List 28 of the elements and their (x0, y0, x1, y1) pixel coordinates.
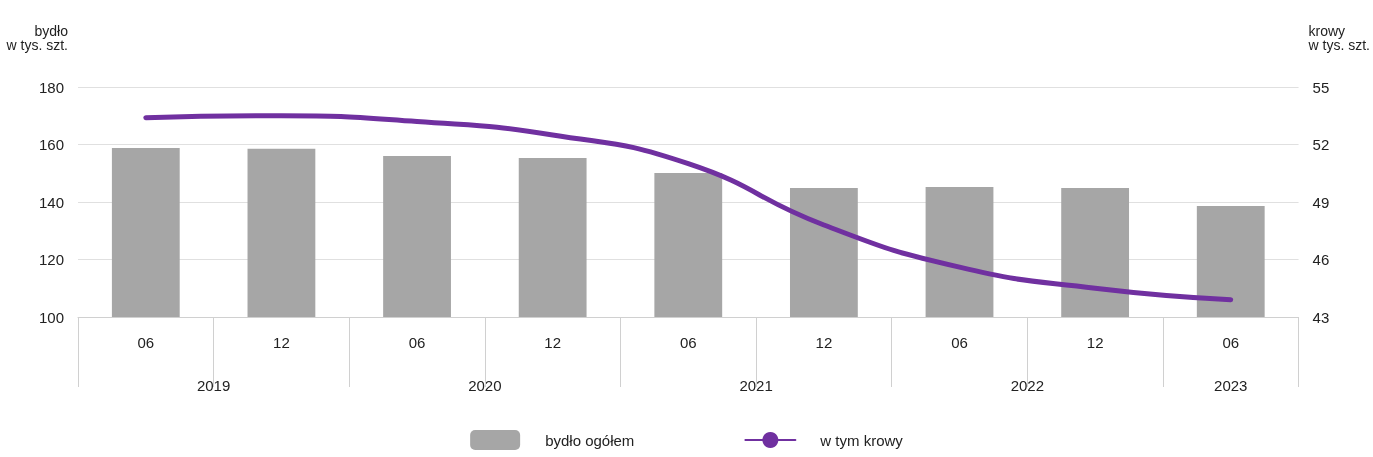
x-tick-label: 06 (1222, 334, 1240, 351)
legend-label: bydło ogółem (545, 431, 635, 449)
y2-tick-label: 46 (1312, 251, 1330, 268)
text: 2022 (1010, 376, 1045, 394)
x-tick-label: 06 (679, 334, 697, 351)
x-tick-label: 12 (273, 334, 290, 351)
x-tick-label: 12 (544, 334, 561, 351)
legend-label: w tym krowy (819, 431, 904, 449)
x-tick-label: 06 (137, 334, 155, 351)
x-tick-label: 06 (408, 334, 426, 351)
text: 2020 (468, 376, 502, 394)
y-tick-label: 180 (38, 78, 64, 96)
y-axis-title: bydło w tys. szt. (5, 23, 69, 53)
y2-tick-label: 49 (1312, 193, 1330, 211)
x-tick-label: 12 (815, 334, 833, 351)
text: 2023 (1214, 376, 1248, 394)
y-tick-label: 120 (38, 251, 64, 268)
x-tick-label: 12 (1086, 334, 1104, 351)
text: 2021 (739, 376, 773, 394)
y-tick-label: 160 (38, 136, 64, 153)
x-tick-label: 06 (951, 334, 968, 351)
y-tick-label: 100 (38, 308, 64, 326)
y2-tick-label: 43 (1312, 308, 1330, 326)
y2-tick-label: 55 (1312, 78, 1330, 96)
y2-tick-label: 52 (1312, 136, 1330, 153)
y-tick-label: 140 (38, 193, 64, 211)
y2-axis-title: krowy w tys. szt. (1307, 23, 1370, 53)
text: 2019 (196, 376, 231, 394)
